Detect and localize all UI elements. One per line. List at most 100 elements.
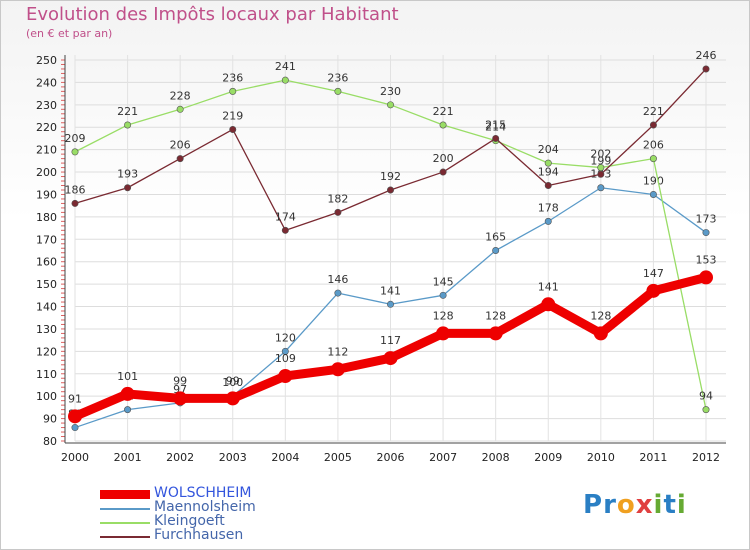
- y-tick-label: 220: [36, 121, 57, 134]
- point-wolschheim: [120, 386, 135, 401]
- data-label-kleingoeft: 204: [538, 143, 559, 156]
- y-tick-label: 170: [36, 233, 57, 246]
- x-tick-label: 2009: [534, 451, 562, 464]
- data-label-wolschheim: 153: [696, 253, 717, 266]
- point-maennolsheim: [439, 291, 447, 299]
- point-wolschheim: [225, 391, 240, 406]
- data-label-furchhausen: 206: [170, 139, 191, 152]
- point-wolschheim: [68, 409, 82, 424]
- legend-swatch: [100, 490, 150, 499]
- data-label-maennolsheim: 145: [433, 275, 454, 288]
- point-maennolsheim: [544, 217, 552, 225]
- point-furchhausen: [229, 125, 237, 133]
- data-label-maennolsheim: 120: [275, 331, 296, 344]
- point-maennolsheim: [71, 424, 79, 432]
- point-wolschheim: [278, 369, 293, 384]
- x-tick-label: 2005: [324, 451, 352, 464]
- legend-swatch: [100, 536, 150, 538]
- data-label-furchhausen: 215: [485, 118, 506, 131]
- data-label-kleingoeft: 236: [222, 71, 243, 84]
- point-maennolsheim: [281, 347, 289, 355]
- point-wolschheim: [646, 283, 661, 298]
- point-kleingoeft: [71, 148, 79, 156]
- point-furchhausen: [439, 168, 447, 176]
- data-label-maennolsheim: 141: [380, 284, 401, 297]
- point-kleingoeft: [439, 121, 447, 129]
- data-label-wolschheim: 147: [643, 267, 664, 280]
- data-label-kleingoeft: 221: [117, 105, 138, 118]
- point-wolschheim: [593, 326, 608, 341]
- legend-label: Furchhausen: [154, 527, 244, 543]
- data-label-wolschheim: 101: [117, 370, 138, 383]
- data-label-wolschheim: 128: [485, 309, 506, 322]
- point-furchhausen: [386, 186, 394, 194]
- data-label-kleingoeft: 230: [380, 85, 401, 98]
- data-label-wolschheim: 112: [327, 345, 348, 358]
- point-kleingoeft: [281, 76, 289, 84]
- point-furchhausen: [124, 184, 132, 192]
- point-maennolsheim: [386, 300, 394, 308]
- point-furchhausen: [492, 134, 500, 142]
- point-maennolsheim: [649, 190, 657, 198]
- data-label-wolschheim: 141: [538, 280, 559, 293]
- data-label-wolschheim: 91: [68, 392, 82, 405]
- data-label-kleingoeft: 202: [590, 148, 611, 161]
- legend-swatch: [100, 508, 150, 510]
- data-label-maennolsheim: 178: [538, 201, 559, 214]
- data-label-maennolsheim: 165: [485, 231, 506, 244]
- data-label-kleingoeft: 94: [699, 390, 713, 403]
- x-tick-label: 2006: [377, 451, 405, 464]
- y-tick-label: 210: [36, 144, 57, 157]
- point-kleingoeft: [544, 159, 552, 167]
- data-label-furchhausen: 192: [380, 170, 401, 183]
- data-label-furchhausen: 200: [433, 152, 454, 165]
- point-maennolsheim: [124, 406, 132, 414]
- x-tick-label: 2003: [219, 451, 247, 464]
- data-label-kleingoeft: 214: [485, 121, 506, 134]
- point-wolschheim: [488, 326, 503, 341]
- point-furchhausen: [702, 65, 710, 73]
- point-wolschheim: [173, 391, 188, 406]
- data-label-wolschheim: 99: [173, 374, 187, 387]
- data-label-kleingoeft: 236: [327, 71, 348, 84]
- point-wolschheim: [541, 297, 556, 312]
- y-tick-label: 240: [36, 76, 57, 89]
- point-furchhausen: [334, 208, 342, 216]
- point-furchhausen: [544, 182, 552, 190]
- x-tick-label: 2012: [692, 451, 720, 464]
- y-tick-label: 200: [36, 166, 57, 179]
- proxiti-logo: Proxiti: [583, 490, 687, 520]
- data-label-furchhausen: 194: [538, 166, 559, 179]
- logo-letter: r: [603, 490, 617, 520]
- data-label-kleingoeft: 221: [433, 105, 454, 118]
- data-label-furchhausen: 246: [696, 49, 717, 62]
- point-kleingoeft: [649, 155, 657, 163]
- legend-label: WOLSCHHEIM: [154, 485, 252, 501]
- data-label-wolschheim: 109: [275, 352, 296, 365]
- data-label-maennolsheim: 173: [696, 213, 717, 226]
- logo-letter: t: [663, 490, 677, 520]
- data-label-furchhausen: 221: [643, 105, 664, 118]
- data-label-wolschheim: 99: [226, 374, 240, 387]
- y-tick-label: 110: [36, 368, 57, 381]
- point-maennolsheim: [492, 247, 500, 255]
- legend-swatch: [100, 522, 150, 524]
- point-maennolsheim: [597, 184, 605, 192]
- data-label-kleingoeft: 241: [275, 60, 296, 73]
- point-kleingoeft: [597, 164, 605, 172]
- data-label-furchhausen: 199: [590, 154, 611, 167]
- y-tick-label: 140: [36, 301, 57, 314]
- y-tick-label: 250: [36, 54, 57, 67]
- data-label-maennolsheim: 146: [327, 273, 348, 286]
- point-kleingoeft: [386, 101, 394, 109]
- logo-letter: P: [583, 490, 604, 520]
- y-tick-label: 160: [36, 256, 57, 269]
- point-wolschheim: [383, 351, 398, 366]
- logo-letter: i: [653, 490, 664, 520]
- point-kleingoeft: [176, 105, 184, 113]
- y-tick-label: 150: [36, 278, 57, 291]
- legend-label: Maennolsheim: [154, 499, 256, 515]
- logo-letter: o: [616, 490, 636, 520]
- x-tick-label: 2000: [61, 451, 89, 464]
